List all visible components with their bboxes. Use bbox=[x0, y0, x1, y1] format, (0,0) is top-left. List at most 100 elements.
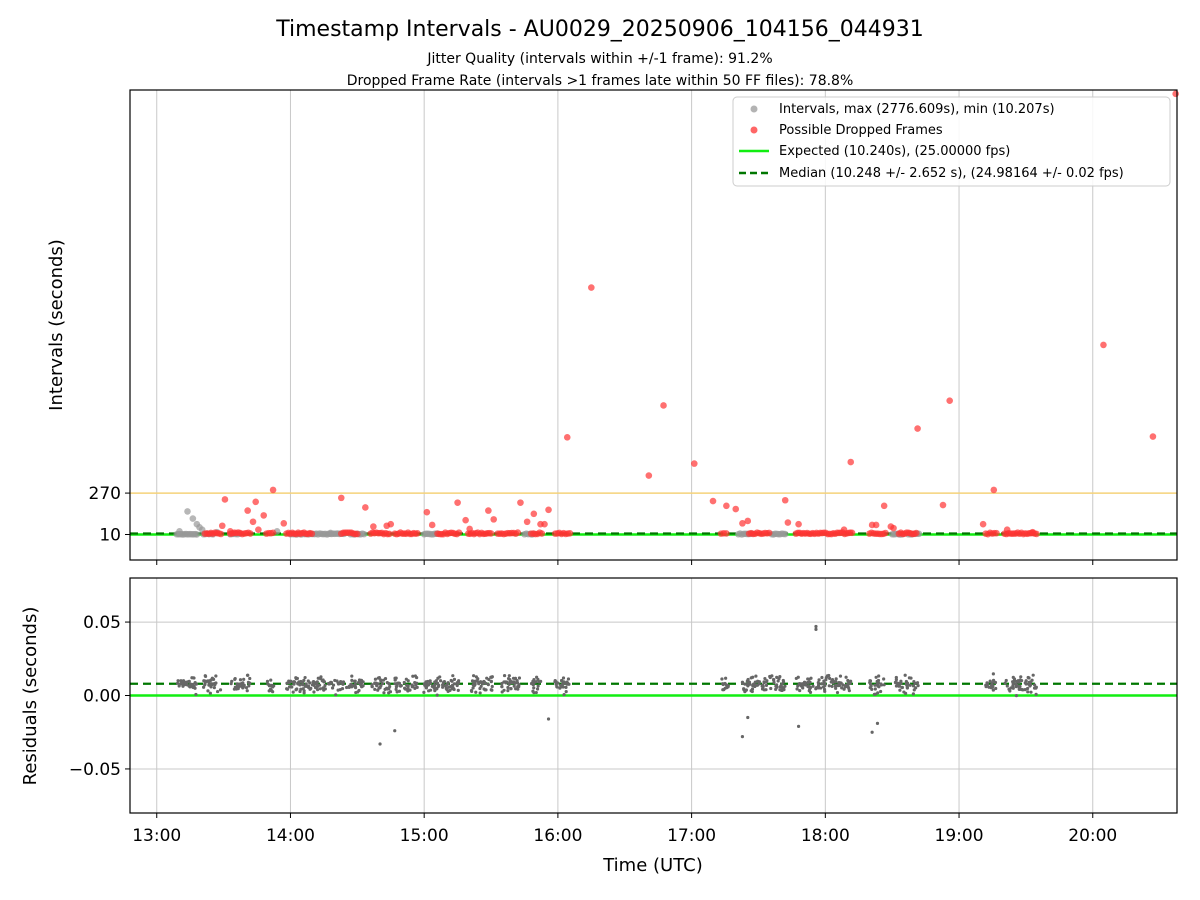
residual-point bbox=[450, 679, 454, 683]
dropped-frame-point bbox=[872, 521, 880, 529]
residual-point bbox=[1012, 677, 1017, 681]
residual-point bbox=[1032, 686, 1037, 690]
legend-intervals-label: Intervals, max (2776.609s), min (10.207s… bbox=[779, 102, 1055, 117]
residual-point bbox=[433, 680, 437, 684]
residual-point bbox=[816, 686, 820, 690]
residual-point bbox=[452, 682, 457, 686]
dropped-frame-point bbox=[840, 526, 848, 534]
dropped-frame-point bbox=[523, 518, 531, 526]
dropped-frame-point bbox=[990, 486, 998, 494]
residual-point bbox=[191, 682, 195, 686]
residual-point bbox=[750, 687, 755, 691]
residual-point bbox=[1005, 684, 1009, 688]
residual-point bbox=[353, 679, 357, 683]
residual-point bbox=[763, 676, 767, 681]
dropped-frame-point bbox=[723, 530, 730, 537]
residual-point bbox=[294, 676, 298, 680]
residual-point bbox=[403, 687, 408, 691]
x-axis-label: Time (UTC) bbox=[602, 855, 703, 876]
residual-outlier-point bbox=[814, 624, 818, 629]
residual-point bbox=[312, 690, 316, 694]
interval-point bbox=[184, 508, 191, 515]
residual-point bbox=[1011, 680, 1015, 684]
dropped-frame-point bbox=[308, 530, 316, 538]
residual-outlier-point bbox=[746, 715, 750, 720]
residual-outlier-point bbox=[870, 730, 874, 734]
residual-point bbox=[1020, 678, 1024, 683]
residual-point bbox=[487, 677, 491, 682]
intervals-axes-frame bbox=[129, 89, 1178, 561]
residual-point bbox=[774, 684, 778, 688]
residual-point bbox=[868, 679, 873, 683]
dropped-frame-point bbox=[566, 529, 574, 537]
residual-point bbox=[796, 675, 800, 679]
residual-point bbox=[327, 682, 331, 686]
residual-point bbox=[433, 683, 437, 687]
residual-point bbox=[235, 682, 239, 686]
residual-point bbox=[554, 680, 558, 684]
residual-point bbox=[507, 674, 511, 678]
residual-point bbox=[350, 674, 354, 678]
residual-point bbox=[991, 678, 996, 682]
residual-point bbox=[374, 681, 378, 685]
residual-point bbox=[242, 683, 246, 687]
residual-point bbox=[508, 680, 512, 684]
residual-point bbox=[1026, 690, 1030, 694]
residual-point bbox=[898, 688, 902, 692]
residual-point bbox=[188, 685, 192, 689]
residual-point bbox=[824, 678, 828, 682]
residual-point bbox=[304, 682, 308, 686]
residual-point bbox=[265, 679, 270, 683]
residual-point bbox=[1017, 680, 1021, 684]
residual-point bbox=[291, 680, 295, 684]
residual-point bbox=[902, 690, 906, 694]
residual-point bbox=[379, 678, 383, 682]
residual-point bbox=[1025, 686, 1030, 691]
residual-outlier-point bbox=[378, 742, 382, 746]
residual-outlier-point bbox=[546, 717, 551, 721]
residual-point bbox=[808, 690, 813, 694]
residual-point bbox=[319, 675, 323, 679]
dropped-frame-point bbox=[362, 504, 369, 511]
residual-point bbox=[514, 687, 518, 691]
residual-point bbox=[451, 674, 455, 678]
residual-point bbox=[212, 685, 216, 690]
residual-point bbox=[506, 689, 510, 693]
x-tick-label: 19:00 bbox=[935, 826, 984, 846]
residual-point bbox=[373, 677, 378, 681]
residual-point bbox=[242, 677, 246, 681]
residual-point bbox=[762, 680, 766, 685]
dropped-frame-point bbox=[541, 520, 548, 528]
residual-point bbox=[395, 684, 399, 688]
residual-point bbox=[816, 681, 820, 685]
residual-point bbox=[190, 676, 194, 680]
residual-point bbox=[267, 689, 271, 693]
dropped-frame-point bbox=[269, 486, 277, 494]
residual-point bbox=[322, 688, 326, 692]
dropped-frame-point bbox=[765, 529, 773, 537]
dropped-frame-point bbox=[217, 530, 225, 538]
residual-point bbox=[879, 689, 883, 694]
residual-point bbox=[247, 684, 251, 688]
residual-point bbox=[270, 683, 274, 687]
residual-point bbox=[301, 683, 305, 687]
residual-point bbox=[490, 684, 494, 689]
dropped-frame-point bbox=[880, 502, 888, 510]
residual-point bbox=[780, 685, 785, 690]
residual-point bbox=[406, 686, 410, 690]
residual-point bbox=[835, 690, 840, 695]
residual-point bbox=[373, 687, 377, 691]
residual-point bbox=[484, 681, 488, 686]
residual-point bbox=[916, 684, 920, 688]
residual-point bbox=[334, 693, 338, 697]
residual-point bbox=[206, 689, 210, 693]
residual-point bbox=[720, 677, 724, 681]
residual-point bbox=[869, 684, 873, 688]
residual-point bbox=[768, 674, 772, 679]
residual-point bbox=[512, 684, 516, 688]
residual-point bbox=[395, 690, 399, 694]
residual-point bbox=[441, 681, 446, 685]
residual-point bbox=[411, 674, 415, 678]
residual-point bbox=[740, 680, 745, 684]
dropped-frame-point bbox=[781, 496, 789, 504]
